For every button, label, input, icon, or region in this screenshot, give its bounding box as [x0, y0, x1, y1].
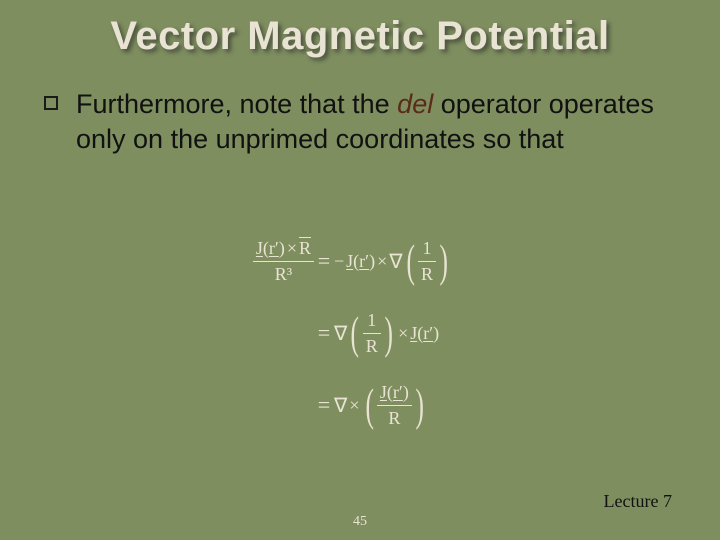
sym-eq3: = [314, 392, 334, 418]
sym-minus: − [334, 251, 346, 272]
sym-J2: J [346, 251, 353, 271]
body-pre: Furthermore, note that the [76, 89, 397, 119]
big-rp2: ) [384, 315, 392, 352]
lecture-label: Lecture 7 [604, 491, 672, 512]
big-lp2: ( [351, 315, 359, 352]
big-rp3: ) [415, 387, 423, 424]
slide-title: Vector Magnetic Potential [0, 0, 720, 59]
sym-J: J [256, 238, 263, 258]
sym-R4: R [385, 408, 403, 429]
sym-J4: J [380, 382, 387, 402]
sym-R: R [299, 238, 311, 258]
nabla-icon-2: ∇ [334, 321, 347, 346]
body-italic: del [397, 89, 433, 119]
sym-J3: J [410, 323, 417, 343]
equation-block: J(r′)×R R³ = − J(r′) × ∇ ( 1 R ) [210, 232, 580, 448]
eq2-rhs: ∇ ( 1 R ) × J ( r′) [334, 310, 580, 356]
sym-times3: × [396, 323, 410, 344]
sym-R3b: R [363, 336, 381, 357]
equation-row-1: J(r′)×R R³ = − J ( r′) × ∇ ( 1 R ) [210, 232, 580, 290]
page-number: 45 [353, 514, 367, 530]
nabla-icon-3: ∇ [334, 393, 347, 418]
eq3-rhs: ∇ × ( J(r′) R ) [334, 382, 580, 428]
big-lp3: ( [365, 387, 373, 424]
sym-R3: R³ [272, 264, 295, 285]
big-lp: ( [406, 243, 414, 280]
sym-one2: 1 [364, 310, 379, 331]
sym-rp: ) [279, 238, 285, 258]
eq1-lhs-frac: J(r′)×R R³ [253, 238, 314, 284]
sym-rprime3: r′ [423, 323, 433, 343]
sym-rp4: ) [403, 382, 409, 402]
body-row: Furthermore, note that the del operator … [0, 59, 720, 156]
sym-rprime2: r′ [359, 251, 369, 271]
sym-R2: R [418, 264, 436, 285]
big-rp: ) [439, 243, 447, 280]
nabla-icon: ∇ [389, 249, 402, 274]
eq2-paren: ( 1 R ) [347, 310, 396, 356]
sym-one: 1 [419, 238, 434, 259]
sym-rp3: ) [433, 323, 439, 344]
sym-times: × [285, 238, 299, 258]
sym-times4: × [347, 395, 361, 416]
sym-rprime4: r′ [393, 382, 403, 402]
eq1-lhs: J(r′)×R R³ [210, 238, 314, 284]
eq3-paren: ( J(r′) R ) [362, 382, 428, 428]
sym-times2: × [375, 251, 389, 272]
equation-row-2: = ∇ ( 1 R ) × J ( r′) [210, 304, 580, 362]
sym-eq: = [314, 248, 334, 274]
body-text: Furthermore, note that the del operator … [76, 87, 676, 156]
sym-rprime: r′ [269, 238, 279, 258]
eq1-rhs: − J ( r′) × ∇ ( 1 R ) [334, 238, 580, 284]
equation-row-3: = ∇ × ( J(r′) R ) [210, 376, 580, 434]
bullet-icon [44, 96, 58, 110]
sym-eq2: = [314, 320, 334, 346]
eq1-paren: ( 1 R ) [403, 238, 452, 284]
